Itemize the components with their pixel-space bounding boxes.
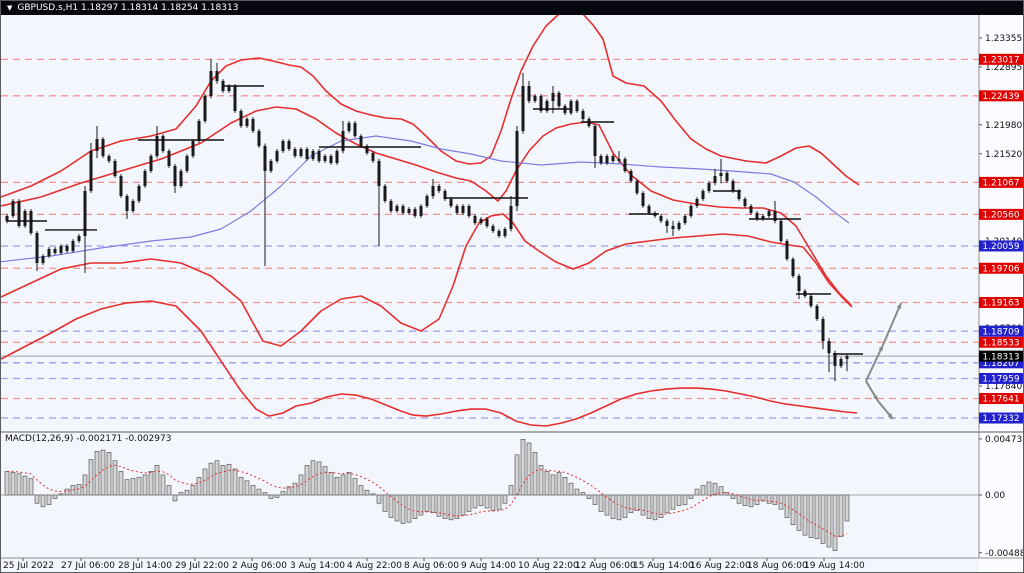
forecast-arrow-head bbox=[873, 395, 878, 402]
resistance-price-badge-label: 1.19163 bbox=[982, 299, 1019, 309]
upper-outer-band-line bbox=[1, 10, 860, 198]
support-price-badge-label: 1.20059 bbox=[982, 242, 1019, 252]
time-axis-label: 3 Aug 14:00 bbox=[290, 561, 345, 571]
time-axis-label: 27 Jul 06:00 bbox=[61, 561, 115, 571]
resistance-price-badge-label: 1.17641 bbox=[982, 395, 1019, 405]
resistance-price-badge-label: 1.22439 bbox=[982, 92, 1019, 102]
support-price-badge[interactable] bbox=[979, 325, 1024, 337]
forecast-arrow[interactable] bbox=[865, 344, 884, 382]
price-axis-label: 1.17840 bbox=[985, 382, 1022, 392]
resistance-price-badge-label: 1.18533 bbox=[982, 338, 1019, 348]
price-axis-strip[interactable] bbox=[979, 1, 1024, 573]
support-price-badge-label: 1.17332 bbox=[982, 414, 1019, 424]
time-axis-label: 10 Aug 22:00 bbox=[518, 561, 579, 571]
chart-dropdown-icon[interactable]: ▼ bbox=[7, 4, 13, 12]
resistance-price-badge[interactable] bbox=[979, 262, 1024, 274]
time-axis-label: 15 Aug 14:00 bbox=[633, 561, 694, 571]
macd-signal-line bbox=[6, 464, 848, 537]
time-axis-label: 19 Aug 14:00 bbox=[804, 561, 865, 571]
lower-inner-band-line bbox=[1, 213, 853, 347]
time-axis-label: 16 Aug 22:00 bbox=[690, 561, 751, 571]
macd-axis-label: 0.004738 bbox=[985, 435, 1024, 445]
macd-axis-label: 0.00 bbox=[985, 491, 1005, 501]
macd-indicator-label: MACD(12,26,9) -0.002171 -0.002973 bbox=[5, 434, 172, 444]
support-price-badge[interactable] bbox=[979, 372, 1024, 384]
time-axis-label: 12 Aug 06:00 bbox=[575, 561, 636, 571]
current-price-badge-label: 1.18313 bbox=[982, 352, 1019, 362]
resistance-price-badge-label: 1.19706 bbox=[982, 264, 1019, 274]
support-price-badge[interactable] bbox=[979, 240, 1024, 252]
time-axis-label: 2 Aug 06:00 bbox=[232, 561, 287, 571]
price-axis-label: 1.23355 bbox=[985, 34, 1022, 44]
time-axis-label: 9 Aug 14:00 bbox=[461, 561, 516, 571]
resistance-price-badge[interactable] bbox=[979, 208, 1024, 220]
time-axis-label: 29 Jul 22:00 bbox=[175, 561, 229, 571]
upper-inner-band-line bbox=[1, 106, 852, 306]
price-axis-label: 1.21520 bbox=[985, 150, 1022, 160]
support-price-badge[interactable] bbox=[979, 357, 1024, 369]
lower-outer-band-line bbox=[1, 300, 858, 427]
candles-layer bbox=[5, 59, 849, 382]
time-axis-label: 28 Jul 14:00 bbox=[118, 561, 172, 571]
forecast-arrow-head bbox=[887, 413, 893, 420]
forecast-arrow-head bbox=[878, 345, 883, 352]
current-price-badge[interactable] bbox=[979, 350, 1024, 362]
macd-histogram-layer bbox=[4, 439, 850, 551]
resistance-price-badge[interactable] bbox=[979, 336, 1024, 348]
forecast-arrow-head bbox=[896, 303, 901, 310]
support-price-badge-label: 1.18709 bbox=[982, 327, 1019, 337]
moving-average-line bbox=[1, 135, 850, 263]
time-axis-label: 4 Aug 22:00 bbox=[347, 561, 402, 571]
resistance-price-badge-label: 1.23017 bbox=[982, 56, 1019, 66]
resistance-price-badge[interactable] bbox=[979, 53, 1024, 65]
title-bar: ▼ GBPUSD.s,H1 1.18297 1.18314 1.18254 1.1… bbox=[1, 1, 1023, 15]
resistance-price-badge[interactable] bbox=[979, 393, 1024, 405]
time-axis-label: 8 Aug 06:00 bbox=[404, 561, 459, 571]
resistance-price-badge[interactable] bbox=[979, 176, 1024, 188]
support-price-badge[interactable] bbox=[979, 412, 1024, 424]
support-price-badge-label: 1.18207 bbox=[982, 359, 1019, 369]
forecast-arrow[interactable] bbox=[882, 302, 902, 346]
resistance-price-badge-label: 1.20560 bbox=[982, 211, 1019, 221]
time-axis-label: 25 Jul 2022 bbox=[3, 561, 54, 571]
time-axis-label: 18 Aug 06:00 bbox=[747, 561, 808, 571]
price-axis-label: 1.21980 bbox=[985, 121, 1022, 131]
support-price-badge-label: 1.17959 bbox=[982, 375, 1019, 385]
macd-axis-label: -0.004889 bbox=[985, 549, 1024, 559]
resistance-price-badge[interactable] bbox=[979, 90, 1024, 102]
resistance-price-badge-label: 1.21067 bbox=[982, 179, 1019, 189]
resistance-price-badge[interactable] bbox=[979, 297, 1024, 309]
chart-title: GBPUSD.s,H1 1.18297 1.18314 1.18254 1.18… bbox=[17, 3, 239, 13]
price-axis-label: 1.22895 bbox=[985, 63, 1022, 73]
